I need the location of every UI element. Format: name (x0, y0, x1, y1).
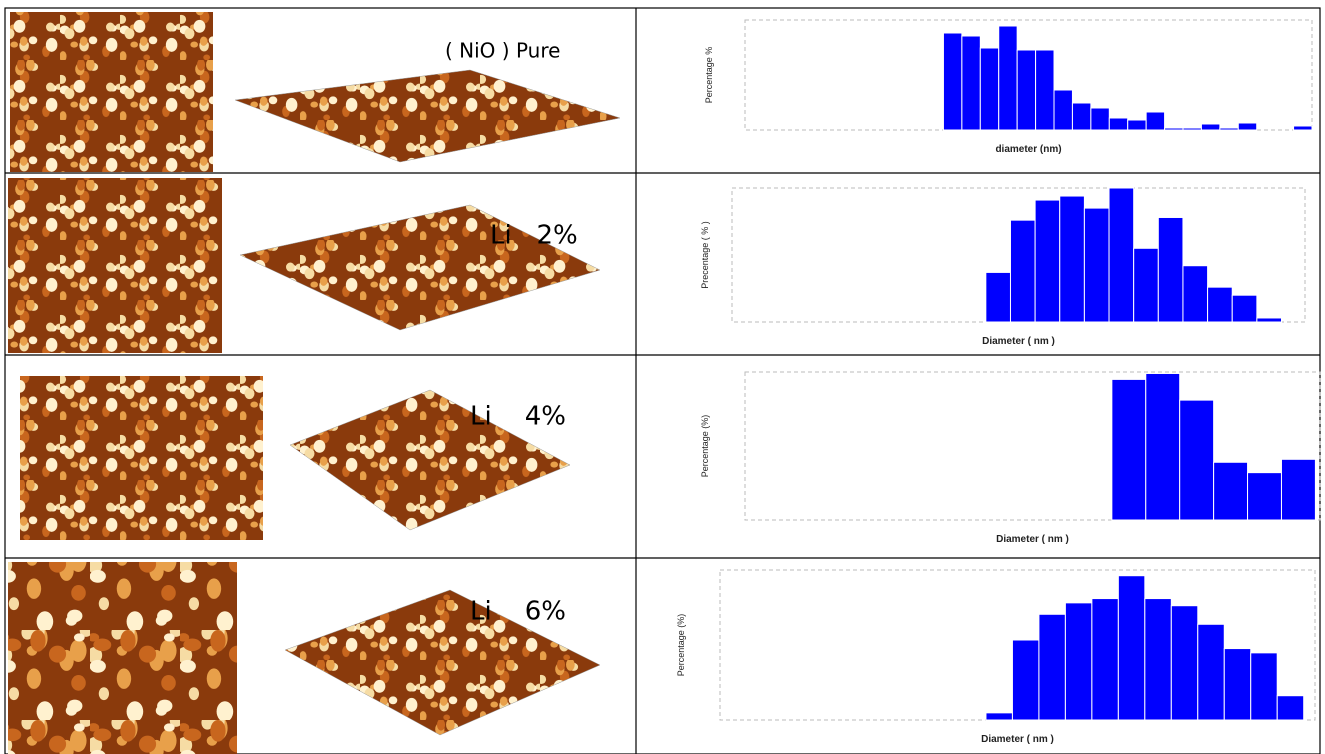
histogram-bar (1146, 112, 1164, 130)
histogram-bar (986, 713, 1012, 720)
sample-label: ( NiO ) Pure (445, 39, 560, 63)
histogram-bar (943, 33, 961, 130)
y-axis-label: Percentage % (704, 47, 714, 104)
histogram-bar (1072, 103, 1090, 130)
histogram-bar (1017, 50, 1035, 130)
afm-2d-image (10, 12, 213, 172)
histogram-bar (1238, 123, 1256, 130)
histogram-bar (1281, 459, 1315, 520)
histogram-bar (1010, 220, 1035, 322)
histogram-bar (986, 272, 1011, 322)
afm-2d-image (8, 178, 222, 353)
histogram-bar (1118, 576, 1144, 720)
histogram-bar (1091, 108, 1109, 130)
histogram-bar (1294, 126, 1312, 130)
histogram-bar (1214, 462, 1248, 520)
histogram-bar (1039, 614, 1065, 720)
x-axis-label: Diameter ( nm ) (981, 734, 1054, 745)
histogram-bar (1248, 473, 1282, 520)
histogram-bar (1084, 208, 1109, 322)
x-axis-label: Diameter ( nm ) (982, 336, 1055, 347)
histogram-bar (1171, 606, 1197, 720)
x-axis-label: diameter (nm) (995, 144, 1061, 155)
histogram-bar (1128, 120, 1146, 130)
histogram-bar (1060, 196, 1085, 322)
histogram-bar (1183, 128, 1201, 130)
histogram-bar (1146, 373, 1180, 520)
histogram-bar (1198, 624, 1224, 720)
histogram-bar (1180, 400, 1214, 520)
histogram-bar (962, 36, 980, 130)
histogram-bar (1036, 50, 1054, 130)
histogram-bar (1065, 603, 1091, 720)
histogram-bar (1054, 90, 1072, 130)
figure: ( NiO ) Pure diameter (nm) Percentage % Li … (0, 0, 1325, 754)
histogram-bar (1112, 379, 1146, 520)
histogram-bar (1251, 653, 1277, 720)
histogram-bar (1208, 287, 1233, 322)
histogram-bar (1012, 640, 1038, 720)
afm-2d-image (8, 562, 237, 754)
histogram-bar (1134, 248, 1159, 322)
afm-2d-image (20, 376, 263, 540)
afm-3d-image (235, 70, 620, 162)
histogram-bar (980, 48, 998, 130)
histogram-bar (1035, 200, 1060, 322)
histogram-bar (999, 26, 1017, 130)
sample-label: Li 2% (490, 221, 578, 251)
histogram-bar (1109, 118, 1127, 130)
histogram-bar (1277, 696, 1303, 720)
sample-label: Li 4% (470, 402, 566, 432)
histogram-bar (1145, 599, 1171, 720)
histogram-bar (1220, 128, 1238, 130)
histogram-bar (1109, 188, 1134, 322)
histogram-bar (1257, 318, 1282, 322)
histogram-bar (1092, 599, 1118, 720)
histogram-bar (1165, 128, 1183, 130)
sample-label: Li 6% (470, 597, 566, 627)
histogram-bar (1224, 649, 1250, 720)
histogram-bar (1158, 217, 1183, 322)
histogram-bar (1232, 295, 1257, 322)
y-axis-label: Percentage (%) (676, 614, 686, 677)
histogram-bar (1183, 266, 1208, 322)
y-axis-label: Precentage ( % ) (700, 221, 710, 289)
histogram-bar (1201, 124, 1219, 130)
x-axis-label: Diameter ( nm ) (996, 534, 1069, 545)
y-axis-label: Percentage (%) (700, 415, 710, 478)
